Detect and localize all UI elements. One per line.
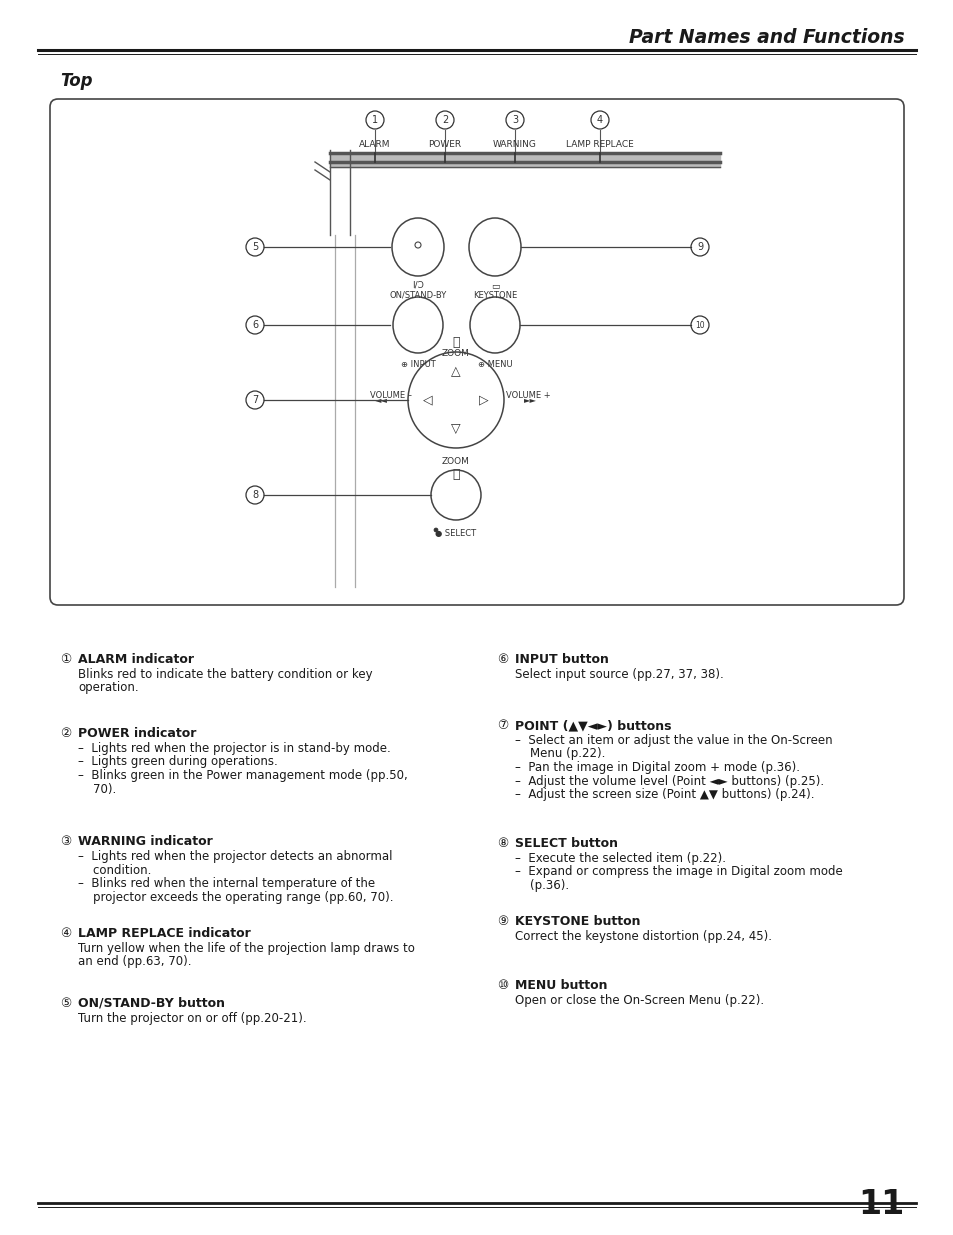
Text: I/Ɔ: I/Ɔ <box>412 282 423 290</box>
Text: Menu (p.22).: Menu (p.22). <box>515 747 605 761</box>
Text: ON/STAND-BY button: ON/STAND-BY button <box>78 997 225 1010</box>
Text: ③: ③ <box>60 835 71 848</box>
Text: VOLUME –: VOLUME – <box>370 391 412 400</box>
Text: ②: ② <box>60 727 71 740</box>
Text: POINT (▲▼◄►) buttons: POINT (▲▼◄►) buttons <box>515 719 671 732</box>
Text: 8: 8 <box>252 490 258 500</box>
Text: ▽: ▽ <box>451 421 460 435</box>
Text: 1: 1 <box>372 115 377 125</box>
Text: projector exceeds the operating range (pp.60, 70).: projector exceeds the operating range (p… <box>78 890 393 904</box>
Text: ④: ④ <box>60 927 71 940</box>
Text: Open or close the On-Screen Menu (p.22).: Open or close the On-Screen Menu (p.22). <box>515 994 763 1007</box>
Text: Top: Top <box>60 72 92 90</box>
Text: Turn the projector on or off (pp.20-21).: Turn the projector on or off (pp.20-21). <box>78 1011 306 1025</box>
Text: condition.: condition. <box>78 863 152 877</box>
Text: operation.: operation. <box>78 682 138 694</box>
Text: Blinks red to indicate the battery condition or key: Blinks red to indicate the battery condi… <box>78 668 373 680</box>
Bar <box>330 153 720 167</box>
Text: LAMP REPLACE: LAMP REPLACE <box>565 140 633 149</box>
Text: an end (pp.63, 70).: an end (pp.63, 70). <box>78 956 192 968</box>
Text: ZOOM: ZOOM <box>441 457 470 467</box>
Text: MENU button: MENU button <box>515 979 607 992</box>
Text: ⑥: ⑥ <box>497 653 508 666</box>
Text: ⌖: ⌖ <box>452 468 459 480</box>
FancyBboxPatch shape <box>50 99 903 605</box>
Text: –  Lights red when the projector is in stand-by mode.: – Lights red when the projector is in st… <box>78 742 391 755</box>
Text: LAMP REPLACE indicator: LAMP REPLACE indicator <box>78 927 251 940</box>
Text: VOLUME +: VOLUME + <box>505 391 550 400</box>
Text: Correct the keystone distortion (pp.24, 45).: Correct the keystone distortion (pp.24, … <box>515 930 771 944</box>
Text: ON/STAND-BY: ON/STAND-BY <box>389 291 446 300</box>
Text: –  Lights red when the projector detects an abnormal: – Lights red when the projector detects … <box>78 850 392 863</box>
Text: 11: 11 <box>858 1188 904 1221</box>
Text: POWER indicator: POWER indicator <box>78 727 196 740</box>
Text: Turn yellow when the life of the projection lamp draws to: Turn yellow when the life of the project… <box>78 942 415 955</box>
Text: 4: 4 <box>597 115 602 125</box>
Text: 3: 3 <box>512 115 517 125</box>
Text: –  Adjust the volume level (Point ◄► buttons) (p.25).: – Adjust the volume level (Point ◄► butt… <box>515 774 823 788</box>
Text: 7: 7 <box>252 395 258 405</box>
Text: ▭: ▭ <box>490 282 498 290</box>
Text: ▷: ▷ <box>478 394 488 406</box>
Text: ALARM indicator: ALARM indicator <box>78 653 193 666</box>
Text: 6: 6 <box>252 320 258 330</box>
Text: △: △ <box>451 366 460 378</box>
Text: ①: ① <box>60 653 71 666</box>
Text: –  Pan the image in Digital zoom + mode (p.36).: – Pan the image in Digital zoom + mode (… <box>515 761 800 774</box>
Text: SELECT button: SELECT button <box>515 837 618 850</box>
Text: ALARM: ALARM <box>359 140 391 149</box>
Text: WARNING: WARNING <box>493 140 537 149</box>
Text: 5: 5 <box>252 242 258 252</box>
Text: ⑩: ⑩ <box>497 979 508 992</box>
Text: ZOOM: ZOOM <box>441 350 470 358</box>
Text: –  Execute the selected item (p.22).: – Execute the selected item (p.22). <box>515 852 725 864</box>
Text: –  Blinks red when the internal temperature of the: – Blinks red when the internal temperatu… <box>78 877 375 890</box>
Text: –  Select an item or adjust the value in the On-Screen: – Select an item or adjust the value in … <box>515 734 832 747</box>
Text: 9: 9 <box>697 242 702 252</box>
Text: (p.36).: (p.36). <box>515 879 569 892</box>
Text: ⑤: ⑤ <box>60 997 71 1010</box>
Text: ►►: ►► <box>523 395 537 405</box>
Text: –  Lights green during operations.: – Lights green during operations. <box>78 756 277 768</box>
Text: Select input source (pp.27, 37, 38).: Select input source (pp.27, 37, 38). <box>515 668 723 680</box>
Text: INPUT button: INPUT button <box>515 653 608 666</box>
Text: ◁: ◁ <box>423 394 433 406</box>
Text: ● SELECT: ● SELECT <box>435 529 476 538</box>
Text: ⌕: ⌕ <box>452 336 459 348</box>
Text: KEYSTONE: KEYSTONE <box>473 291 517 300</box>
Text: ⑧: ⑧ <box>497 837 508 850</box>
Text: Part Names and Functions: Part Names and Functions <box>629 28 904 47</box>
Text: –  Adjust the screen size (Point ▲▼ buttons) (p.24).: – Adjust the screen size (Point ▲▼ butto… <box>515 788 814 802</box>
Text: –  Blinks green in the Power management mode (pp.50,: – Blinks green in the Power management m… <box>78 769 407 782</box>
Text: KEYSTONE button: KEYSTONE button <box>515 915 639 927</box>
Text: –  Expand or compress the image in Digital zoom mode: – Expand or compress the image in Digita… <box>515 866 841 878</box>
Text: POWER: POWER <box>428 140 461 149</box>
Text: WARNING indicator: WARNING indicator <box>78 835 213 848</box>
Text: 2: 2 <box>441 115 448 125</box>
Text: 70).: 70). <box>78 783 116 795</box>
Text: ⑨: ⑨ <box>497 915 508 927</box>
Circle shape <box>434 529 437 532</box>
Text: ⊕ MENU: ⊕ MENU <box>477 359 512 369</box>
Text: ◄◄: ◄◄ <box>375 395 388 405</box>
Text: ⊕ INPUT: ⊕ INPUT <box>400 359 435 369</box>
Text: 10: 10 <box>695 321 704 330</box>
Text: ⑦: ⑦ <box>497 719 508 732</box>
